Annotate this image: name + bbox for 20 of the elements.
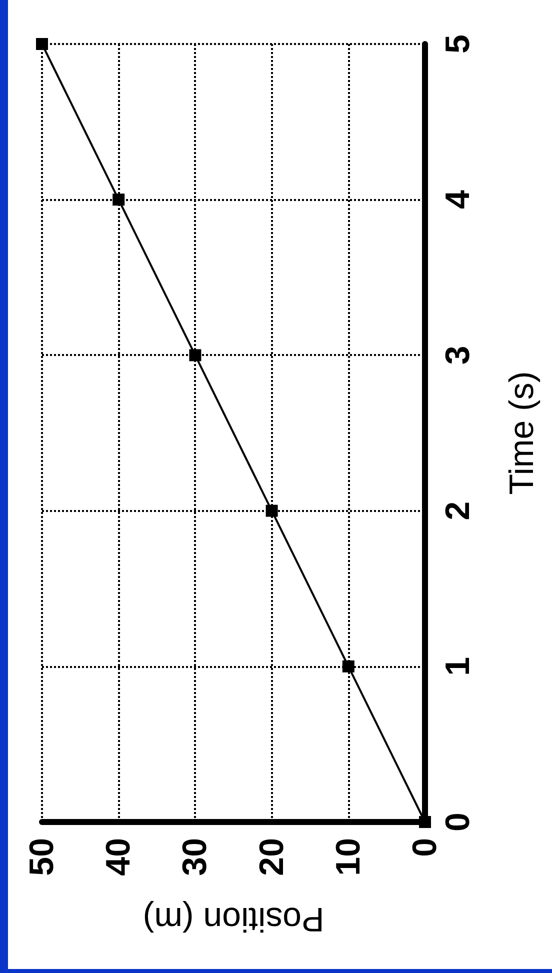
point: [189, 349, 202, 362]
point: [419, 816, 431, 828]
x-tick-label: 10: [329, 838, 368, 876]
x-axis-title: Position (m): [142, 900, 324, 938]
point: [342, 660, 354, 672]
x-tick-label: 40: [100, 838, 138, 876]
y-tick-label: 1: [439, 656, 477, 676]
x-tick-label: 30: [176, 838, 214, 876]
point: [36, 38, 48, 50]
point: [266, 504, 278, 517]
x-tick-label: 0: [406, 838, 444, 857]
x-tick-label: 50: [23, 838, 61, 876]
y-tick-label: 4: [439, 190, 477, 210]
y-tick-label: 3: [439, 346, 477, 365]
point: [112, 194, 125, 206]
y-tick-label: 0: [439, 812, 477, 832]
x-tick-label: 20: [252, 838, 291, 876]
y-axis-title: Time (s): [503, 371, 541, 495]
y-tick-label: 2: [439, 501, 477, 520]
y-tick-label: 5: [439, 34, 477, 54]
